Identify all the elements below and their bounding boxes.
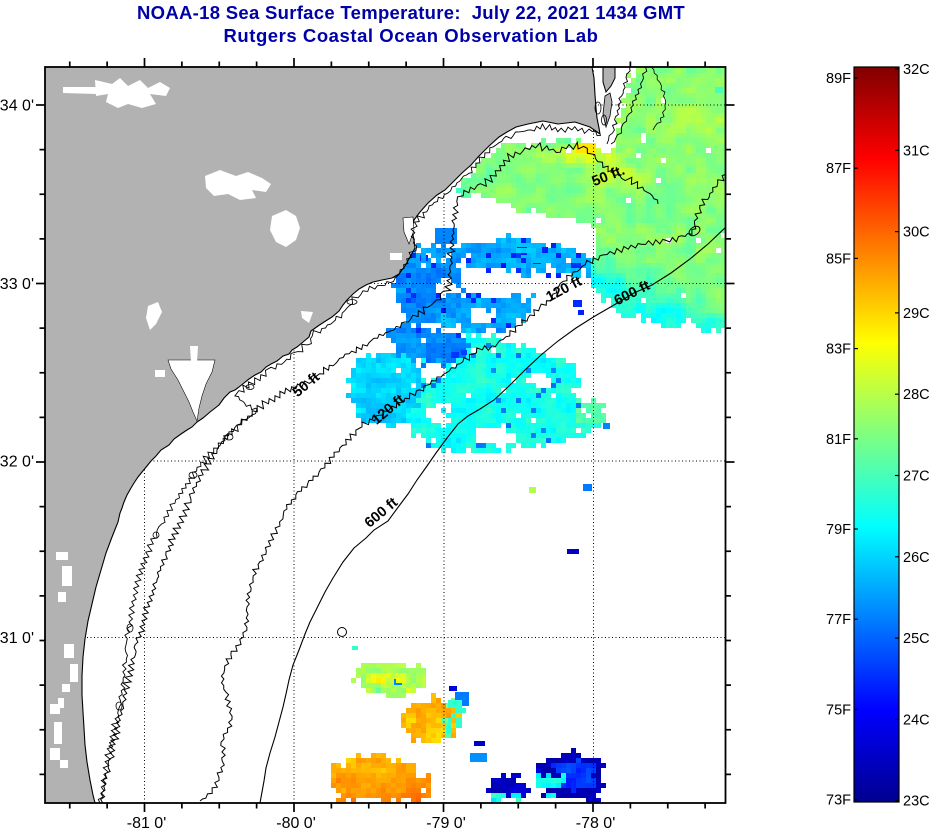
svg-text:32 0': 32 0' xyxy=(0,454,34,471)
svg-text:24C: 24C xyxy=(903,712,930,728)
svg-text:Rutgers Coastal Ocean Observat: Rutgers Coastal Ocean Observation Lab xyxy=(223,25,598,46)
svg-text:73F: 73F xyxy=(826,793,851,809)
svg-text:85F: 85F xyxy=(826,251,851,267)
svg-text:30C: 30C xyxy=(903,225,930,241)
svg-text:-80 0': -80 0' xyxy=(276,815,316,832)
svg-text:27C: 27C xyxy=(903,469,930,485)
svg-text:77F: 77F xyxy=(826,612,851,628)
svg-text:75F: 75F xyxy=(826,702,851,718)
svg-text:81F: 81F xyxy=(826,432,851,448)
svg-text:29C: 29C xyxy=(903,306,930,322)
svg-text:83F: 83F xyxy=(826,342,851,358)
svg-text:34 0': 34 0' xyxy=(0,98,34,115)
svg-text:26C: 26C xyxy=(903,550,930,566)
svg-text:NOAA-18 Sea Surface Temperatur: NOAA-18 Sea Surface Temperature: July 22… xyxy=(137,2,685,23)
svg-text:28C: 28C xyxy=(903,387,930,403)
svg-text:23C: 23C xyxy=(903,794,930,810)
svg-text:-81 0': -81 0' xyxy=(127,815,167,832)
svg-text:31 0': 31 0' xyxy=(0,630,34,647)
svg-text:-79 0': -79 0' xyxy=(426,815,466,832)
svg-text:25C: 25C xyxy=(903,631,930,647)
svg-text:33 0': 33 0' xyxy=(0,276,34,293)
svg-text:31C: 31C xyxy=(903,143,930,159)
svg-text:-78 0': -78 0' xyxy=(576,815,616,832)
svg-text:89F: 89F xyxy=(826,71,851,87)
svg-text:79F: 79F xyxy=(826,522,851,538)
svg-text:32C: 32C xyxy=(903,62,930,78)
svg-text:87F: 87F xyxy=(826,161,851,177)
